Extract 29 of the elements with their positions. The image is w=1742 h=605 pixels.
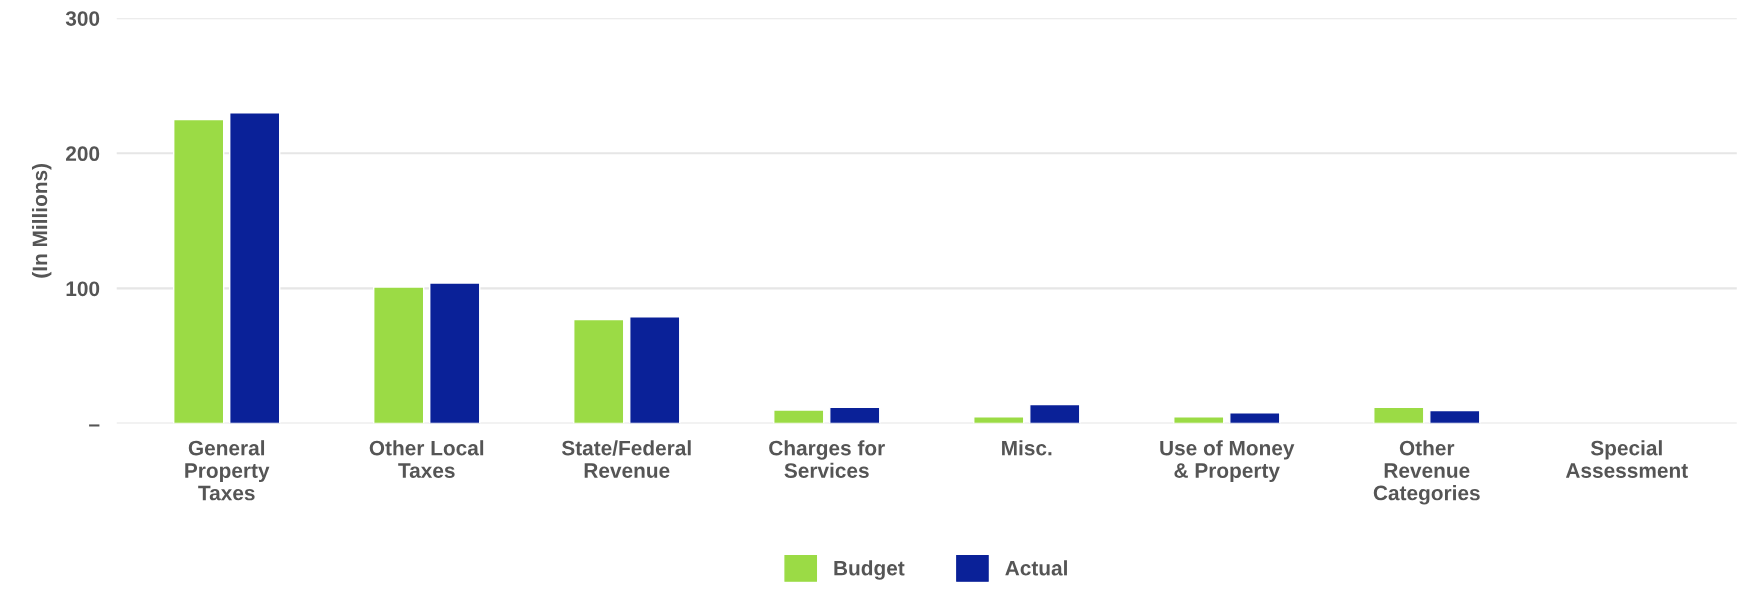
legend-label: Budget bbox=[834, 560, 905, 580]
x-tick-label: State/Federal Revenue bbox=[561, 440, 691, 478]
bar bbox=[773, 409, 825, 424]
y-axis-title: (In Millions) bbox=[31, 163, 52, 278]
bar bbox=[973, 416, 1025, 424]
x-tick-label: Misc. bbox=[1002, 440, 1052, 456]
bar bbox=[829, 406, 881, 424]
x-tick-label: Charges for Services bbox=[769, 440, 885, 478]
x-tick-label: Other Local Taxes bbox=[369, 440, 484, 478]
bar bbox=[429, 282, 481, 424]
bar bbox=[1173, 416, 1225, 424]
bar bbox=[573, 318, 625, 424]
bar bbox=[1229, 411, 1281, 424]
bar bbox=[1429, 409, 1481, 424]
x-tick-label: Special Assessment bbox=[1565, 440, 1688, 478]
bar bbox=[629, 316, 681, 424]
y-tick-label: 100 bbox=[66, 281, 100, 297]
x-tick-label: General Property Taxes bbox=[185, 440, 270, 501]
x-tick-label: Use of Money & Property bbox=[1160, 440, 1295, 483]
x-tick-label: Other Revenue Categories bbox=[1373, 440, 1480, 505]
bar bbox=[1029, 403, 1081, 424]
bar bbox=[373, 286, 425, 424]
legend-label: Actual bbox=[1005, 560, 1067, 576]
bar bbox=[229, 112, 281, 424]
y-tick-label: 200 bbox=[66, 146, 100, 162]
y-tick-label: – bbox=[89, 424, 100, 427]
bar bbox=[173, 118, 225, 424]
bar bbox=[1373, 406, 1425, 424]
y-tick-label: 300 bbox=[65, 11, 100, 26]
